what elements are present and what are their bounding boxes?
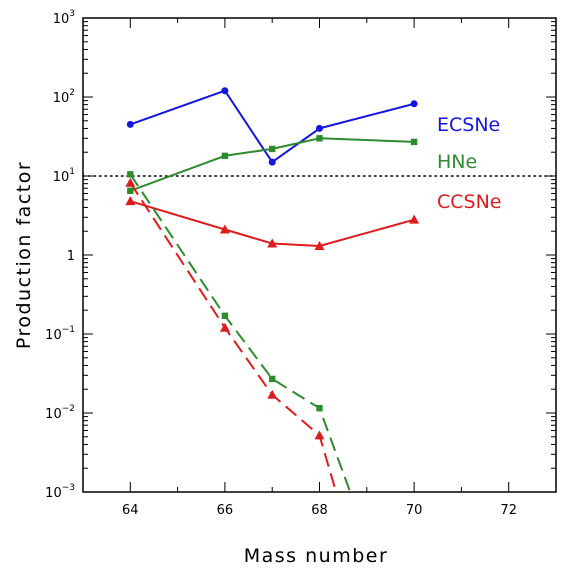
y-tick-label: 10−3 — [45, 483, 75, 501]
legend: ECSNe HNe CCSNe — [437, 114, 502, 213]
data-point — [314, 430, 325, 440]
data-point — [267, 238, 278, 248]
x-tick-label: 66 — [217, 503, 234, 518]
data-point — [126, 120, 134, 128]
data-point — [125, 196, 136, 206]
axes: 64 66 68 70 72 10−3 10−2 10−1 1 101 102 103 — [45, 9, 557, 518]
y-axis-title: Production factor — [13, 161, 35, 349]
data-point — [221, 87, 229, 95]
markers — [125, 87, 420, 440]
y-tick-label: 10−2 — [45, 404, 75, 422]
x-tick-label: 64 — [122, 503, 139, 518]
y-tick-label: 10−1 — [45, 325, 75, 343]
data-point — [410, 100, 418, 108]
y-tick-label: 101 — [53, 167, 75, 185]
data-point — [125, 177, 136, 187]
x-tick-label: 72 — [500, 503, 517, 518]
x-tick-label: 70 — [406, 503, 423, 518]
y-tick-label: 102 — [53, 88, 75, 106]
plot-frame — [82, 17, 557, 493]
legend-entry: HNe — [437, 151, 477, 173]
data-point — [267, 389, 278, 399]
legend-entry: CCSNe — [437, 191, 502, 213]
data-point — [219, 224, 230, 234]
data-point — [268, 158, 276, 166]
data-point — [314, 240, 325, 250]
data-point — [221, 312, 229, 319]
data-point — [316, 135, 323, 142]
legend-entry: ECSNe — [437, 114, 500, 136]
series-line — [129, 182, 338, 492]
data-point — [219, 322, 230, 332]
data-point — [127, 171, 134, 178]
y-tick-label: 103 — [53, 9, 75, 27]
data-point — [316, 124, 323, 132]
x-tick-label: 68 — [311, 503, 328, 518]
data-point — [410, 138, 418, 146]
x-axis-title: Mass number — [244, 545, 389, 567]
y-tick-label: 1 — [67, 249, 75, 264]
data-point — [316, 405, 323, 412]
series-line — [129, 173, 352, 492]
data-point — [269, 375, 276, 383]
data-point — [221, 152, 229, 160]
data-point — [127, 187, 134, 194]
data-point — [269, 145, 276, 153]
data-point — [409, 214, 420, 224]
